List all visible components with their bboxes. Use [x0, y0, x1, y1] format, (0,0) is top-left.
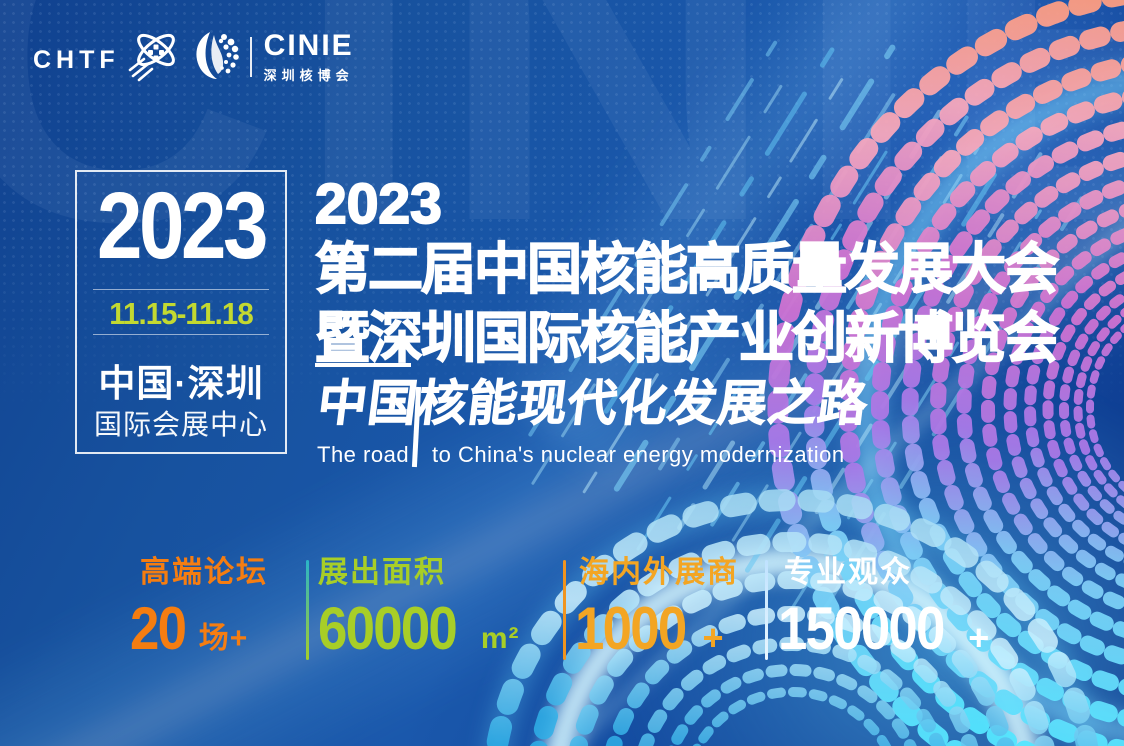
title-line-2: 暨深圳国际核能产业创新博览会: [314, 306, 1060, 369]
cinie-logo-subtext: 深圳核博会: [263, 67, 354, 83]
title-line-1: 第二届中国核能高质量发展大会: [314, 237, 1060, 300]
atom-icon: [128, 33, 175, 82]
subtitle-english-left: The road: [317, 442, 410, 467]
stat-forums-label: 高端论坛: [140, 556, 268, 589]
date-box: 2023 11.15-11.18 中国·深圳 国际会展中心: [75, 170, 287, 454]
stat-exhibitors-value: 1000: [575, 595, 687, 662]
stat-visitors-value: 150000: [778, 595, 945, 662]
stat-area: 展出面积 60000 m²: [318, 556, 520, 662]
brand-header: CHTF: [33, 26, 354, 83]
stat-exhibitors-unit: +: [702, 617, 725, 658]
date-box-year: 2023: [97, 173, 268, 279]
stat-forums: 高端论坛 20 场+: [130, 556, 268, 659]
subtitle-block: 中国核能现代化发展之路 The road to China's nuclear …: [314, 363, 1015, 468]
subtitle-tick-line: [315, 363, 411, 367]
stats-row: 高端论坛 20 场+ 展出面积 60000 m² 海内外展商 1000 + 专业…: [0, 554, 1124, 684]
date-box-dates: 11.15-11.18: [109, 296, 253, 331]
stat-exhibitors-label: 海内外展商: [579, 556, 739, 589]
stat-area-value: 60000: [318, 595, 458, 662]
stat-forums-unit: 场+: [198, 622, 249, 655]
chtf-logo-text: CHTF: [33, 45, 120, 74]
stat-visitors: 专业观众 150000 +: [778, 556, 991, 659]
nuclear-sphere-icon: [196, 32, 239, 79]
stats-divider-2: [563, 560, 566, 660]
stat-area-unit: m²: [480, 622, 520, 655]
stats-divider-1: [306, 560, 309, 660]
stat-exhibitors: 海内外展商 1000 +: [575, 556, 739, 659]
date-box-divider-bottom: [93, 334, 269, 335]
cinie-logo-text: CINIE: [263, 28, 354, 62]
stat-forums-value: 20: [130, 595, 187, 662]
subtitle-english-right: to China's nuclear energy modernization: [432, 442, 845, 467]
date-box-city: 中国·深圳: [98, 363, 264, 404]
stat-area-label: 展出面积: [318, 556, 446, 589]
stat-visitors-label: 专业观众: [784, 556, 912, 589]
date-box-divider-top: [93, 289, 269, 290]
stats-divider-3: [765, 560, 768, 660]
title-year: 2023: [314, 172, 443, 236]
title-block: 2023 第二届中国核能高质量发展大会 暨深圳国际核能产业创新博览会: [314, 172, 1095, 371]
logo-divider: [249, 37, 252, 77]
date-box-venue: 国际会展中心: [93, 409, 268, 440]
stat-visitors-unit: +: [968, 617, 991, 658]
